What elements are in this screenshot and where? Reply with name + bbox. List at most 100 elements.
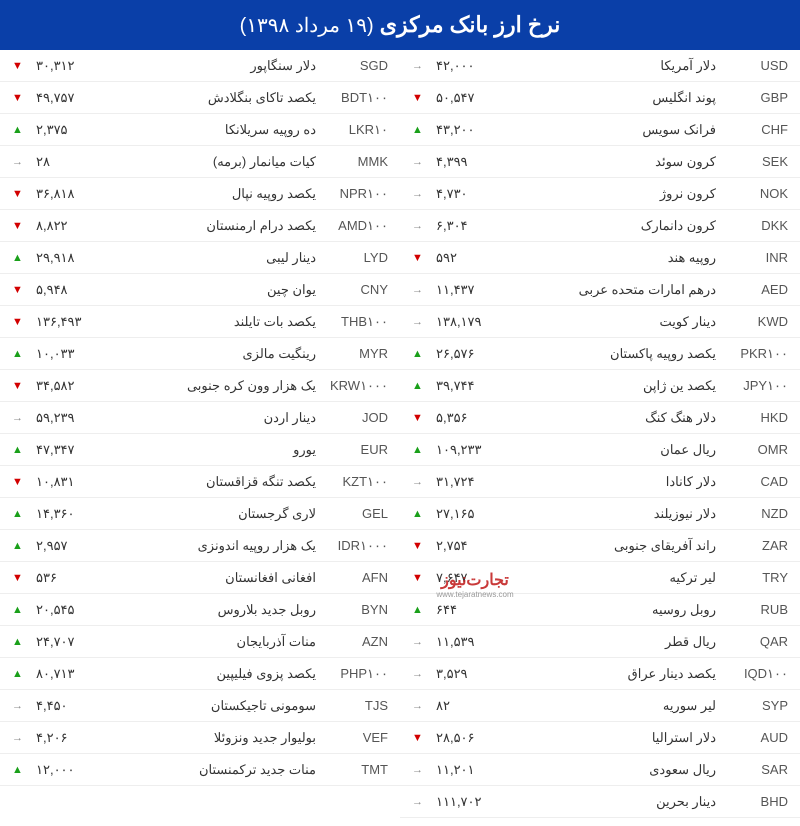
- currency-name: دینار لیبی: [106, 250, 324, 266]
- currency-code: SYP: [724, 698, 788, 713]
- currency-rate: ۲,۷۵۴: [436, 538, 506, 554]
- currency-rate: ۸۲: [436, 698, 506, 714]
- currency-rate: ۷,۶۴۷: [436, 570, 506, 586]
- up-arrow-icon: ▲: [412, 124, 436, 136]
- down-arrow-icon: ▼: [412, 92, 436, 104]
- currency-code: AMD۱۰۰: [324, 218, 388, 234]
- same-arrow-icon: →: [412, 316, 436, 328]
- table-row: IQD۱۰۰یکصد دینار عراق۳,۵۲۹→: [400, 658, 800, 690]
- currency-code: MMK: [324, 154, 388, 169]
- down-arrow-icon: ▼: [12, 572, 36, 584]
- same-arrow-icon: →: [412, 764, 436, 776]
- currency-rate: ۱۰,۸۳۱: [36, 474, 106, 490]
- currency-rate: ۱۱۱,۷۰۲: [436, 794, 506, 810]
- currency-code: PKR۱۰۰: [724, 346, 788, 362]
- table-row: DKKکرون دانمارک۶,۳۰۴→: [400, 210, 800, 242]
- currency-code: CNY: [324, 282, 388, 297]
- currency-code: SAR: [724, 762, 788, 777]
- currency-code: KWD: [724, 314, 788, 329]
- currency-code: NZD: [724, 506, 788, 521]
- table-row: TRYلیر ترکیه۷,۶۴۷▼: [400, 562, 800, 594]
- currency-rate: ۵۳۶: [36, 570, 106, 586]
- currency-code: MYR: [324, 346, 388, 361]
- up-arrow-icon: ▲: [12, 540, 36, 552]
- currency-code: LKR۱۰: [324, 122, 388, 138]
- same-arrow-icon: →: [12, 156, 36, 168]
- currency-code: CAD: [724, 474, 788, 489]
- table-row: AEDدرهم امارات متحده عربی۱۱,۴۳۷→: [400, 274, 800, 306]
- table-row: HKDدلار هنگ کنگ۵,۳۵۶▼: [400, 402, 800, 434]
- currency-code: AUD: [724, 730, 788, 745]
- currency-code: LYD: [324, 250, 388, 265]
- currency-rate: ۵,۹۴۸: [36, 282, 106, 298]
- table-row: SARریال سعودی۱۱,۲۰۱→: [400, 754, 800, 786]
- rates-table: USDدلار آمریکا۴۲,۰۰۰→GBPپوند انگلیس۵۰,۵۴…: [0, 50, 800, 818]
- currency-code: TJS: [324, 698, 388, 713]
- table-row: AFNافغانی افغانستان۵۳۶▼: [0, 562, 400, 594]
- up-arrow-icon: ▲: [412, 604, 436, 616]
- table-row: NPR۱۰۰یکصد روپیه نپال۳۶,۸۱۸▼: [0, 178, 400, 210]
- currency-rate: ۲۶,۵۷۶: [436, 346, 506, 362]
- table-row: JPY۱۰۰یکصد ین ژاپن۳۹,۷۴۴▲: [400, 370, 800, 402]
- currency-name: یکصد روپیه پاکستان: [506, 346, 724, 362]
- table-row: ZARراند آفریقای جنوبی۲,۷۵۴▼: [400, 530, 800, 562]
- page-header: نرخ ارز بانک مرکزی (۱۹ مرداد ۱۳۹۸): [0, 0, 800, 50]
- down-arrow-icon: ▼: [12, 60, 36, 72]
- currency-name: منات آذربایجان: [106, 634, 324, 650]
- currency-name: یکصد تنگه قزاقستان: [106, 474, 324, 490]
- currency-code: KRW۱۰۰۰: [324, 378, 388, 394]
- currency-code: NPR۱۰۰: [324, 186, 388, 202]
- currency-name: منات جدید ترکمنستان: [106, 762, 324, 778]
- currency-code: TMT: [324, 762, 388, 777]
- table-row: THB۱۰۰یکصد بات تایلند۱۳۶,۴۹۳▼: [0, 306, 400, 338]
- currency-rate: ۳۹,۷۴۴: [436, 378, 506, 394]
- currency-rate: ۵,۳۵۶: [436, 410, 506, 426]
- currency-rate: ۴,۳۹۹: [436, 154, 506, 170]
- currency-name: یکصد روپیه نپال: [106, 186, 324, 202]
- table-row: CADدلار کانادا۳۱,۷۲۴→: [400, 466, 800, 498]
- currency-rate: ۸,۸۲۲: [36, 218, 106, 234]
- currency-name: دلار آمریکا: [506, 58, 724, 74]
- currency-rate: ۴,۷۳۰: [436, 186, 506, 202]
- currency-rate: ۲,۹۵۷: [36, 538, 106, 554]
- same-arrow-icon: →: [412, 284, 436, 296]
- currency-code: ZAR: [724, 538, 788, 553]
- currency-rate: ۴۷,۳۴۷: [36, 442, 106, 458]
- table-row: JODدینار اردن۵۹,۲۳۹→: [0, 402, 400, 434]
- currency-name: کیات میانمار (برمه): [106, 154, 324, 170]
- currency-name: روبل جدید بلاروس: [106, 602, 324, 618]
- currency-name: یورو: [106, 442, 324, 458]
- down-arrow-icon: ▼: [412, 732, 436, 744]
- currency-name: ریال قطر: [506, 634, 724, 650]
- currency-name: دلار سنگاپور: [106, 58, 324, 74]
- currency-code: OMR: [724, 442, 788, 457]
- currency-rate: ۴۲,۰۰۰: [436, 58, 506, 74]
- currency-rate: ۲,۳۷۵: [36, 122, 106, 138]
- table-row: SGDدلار سنگاپور۳۰,۳۱۲▼: [0, 50, 400, 82]
- table-row: SEKکرون سوئد۴,۳۹۹→: [400, 146, 800, 178]
- down-arrow-icon: ▼: [412, 252, 436, 264]
- currency-code: DKK: [724, 218, 788, 233]
- currency-name: یوان چین: [106, 282, 324, 298]
- currency-name: یکصد دینار عراق: [506, 666, 724, 682]
- down-arrow-icon: ▼: [12, 284, 36, 296]
- currency-code: JOD: [324, 410, 388, 425]
- table-row: MYRرینگیت مالزی۱۰,۰۳۳▲: [0, 338, 400, 370]
- down-arrow-icon: ▼: [12, 380, 36, 392]
- table-row: AZNمنات آذربایجان۲۴,۷۰۷▲: [0, 626, 400, 658]
- table-row: BHDدینار بحرین۱۱۱,۷۰۲→: [400, 786, 800, 818]
- currency-name: دلار نیوزیلند: [506, 506, 724, 522]
- table-row: QARریال قطر۱۱,۵۳۹→: [400, 626, 800, 658]
- currency-code: AED: [724, 282, 788, 297]
- currency-code: INR: [724, 250, 788, 265]
- currency-name: یکصد تاکای بنگلادش: [106, 90, 324, 106]
- currency-rate: ۳۶,۸۱۸: [36, 186, 106, 202]
- up-arrow-icon: ▲: [12, 668, 36, 680]
- down-arrow-icon: ▼: [12, 316, 36, 328]
- table-row: SYPلیر سوریه۸۲→: [400, 690, 800, 722]
- up-arrow-icon: ▲: [12, 124, 36, 136]
- table-row: TMTمنات جدید ترکمنستان۱۲,۰۰۰▲: [0, 754, 400, 786]
- currency-rate: ۲۴,۷۰۷: [36, 634, 106, 650]
- table-row: PKR۱۰۰یکصد روپیه پاکستان۲۶,۵۷۶▲: [400, 338, 800, 370]
- currency-name: یکصد ین ژاپن: [506, 378, 724, 394]
